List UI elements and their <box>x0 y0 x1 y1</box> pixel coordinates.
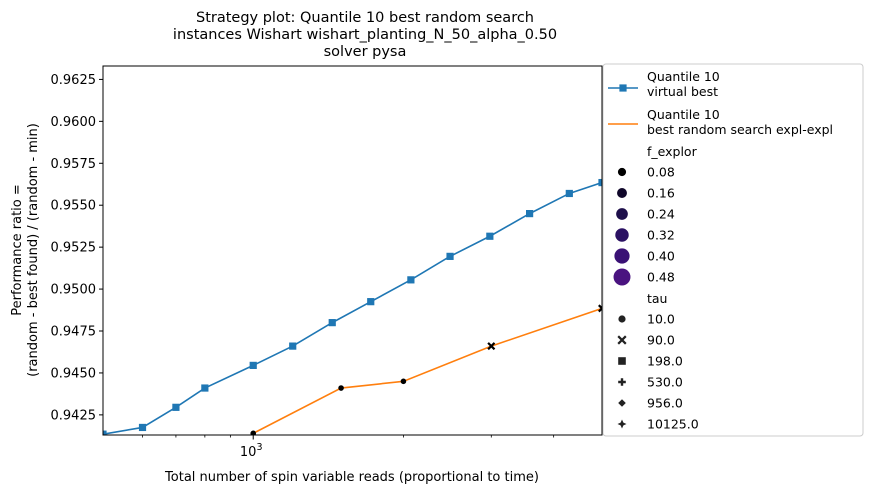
y-tick-label: 0.9475 <box>51 325 97 340</box>
legend-marker-square <box>619 84 627 92</box>
legend-label: 0.40 <box>647 249 675 264</box>
legend-entry-virtual-best: Quantile 10 virtual best <box>608 69 720 99</box>
data-point-square <box>172 403 180 411</box>
legend-entry-tau: 10125.0 <box>617 417 699 432</box>
legend-entry-tau: 956.0 <box>618 396 683 411</box>
scatter-point <box>250 430 257 435</box>
plot-area <box>102 65 603 436</box>
y-tick-label: 0.9525 <box>51 241 97 256</box>
data-point-square <box>598 178 602 187</box>
x-axis-label: Total number of spin variable reads (pro… <box>164 470 539 485</box>
y-axis-label-line: Performance ratio = <box>10 184 25 316</box>
legend-entry-f-explor: 0.08 <box>617 165 675 180</box>
data-point-square <box>103 430 107 435</box>
y-tick-label: 0.9450 <box>51 366 97 381</box>
scatter-point <box>338 385 344 391</box>
plot-frame <box>102 65 603 436</box>
legend-label: 0.24 <box>647 207 675 222</box>
series-line <box>103 181 602 435</box>
x-tick-label: 103 <box>240 442 263 460</box>
legend-label: 956.0 <box>647 396 683 411</box>
legend-label: best random search expl-expl <box>647 122 833 137</box>
legend-label: 90.0 <box>647 333 675 348</box>
chart-title-line: Strategy plot: Quantile 10 best random s… <box>196 10 534 26</box>
y-tick-label: 0.9500 <box>51 283 97 298</box>
scatter-point <box>598 304 602 313</box>
legend-section-title: tau <box>647 291 667 306</box>
data-point-square <box>201 384 209 392</box>
legend-label: 198.0 <box>647 354 683 369</box>
y-tick-label: 0.9575 <box>51 157 97 172</box>
legend-entry-f-explor: 0.16 <box>617 186 675 201</box>
legend-entry-random-search: Quantile 10 best random search expl-expl <box>608 107 833 137</box>
legend-label: 530.0 <box>647 375 683 390</box>
x-axis: 103 <box>142 435 555 460</box>
legend-entry-f-explor: 0.32 <box>615 228 675 243</box>
legend-label: 0.32 <box>647 228 675 243</box>
legend-section-title: f_explor <box>647 144 698 159</box>
scatter-point <box>487 342 496 351</box>
legend-size-circle <box>614 248 630 264</box>
legend-frame <box>602 63 864 437</box>
legend-label: 0.48 <box>647 270 675 285</box>
legend-label: virtual best <box>647 84 718 99</box>
y-tick-label: 0.9600 <box>51 115 97 130</box>
data-point-square <box>526 210 534 218</box>
legend-entry-f-explor: 0.24 <box>616 207 675 222</box>
data-point-square <box>446 252 454 260</box>
legend-entry-tau: 10.0 <box>618 312 675 327</box>
legend-size-circle <box>617 188 627 198</box>
y-tick-label: 0.9425 <box>51 408 97 423</box>
scatter-point <box>400 378 407 385</box>
data-point-square <box>249 361 257 369</box>
series-line <box>252 307 602 435</box>
chart-title-line: instances Wishart wishart_planting_N_50_… <box>173 27 557 43</box>
y-tick-label: 0.9550 <box>51 199 97 214</box>
y-axis-label: Performance ratio = (random - best found)… <box>10 123 41 377</box>
legend-size-circle <box>616 208 628 220</box>
legend-label: 0.08 <box>647 165 675 180</box>
legend-entry-tau: 530.0 <box>618 375 683 390</box>
y-tick-label: 0.9625 <box>51 73 97 88</box>
data-point-square <box>289 342 297 350</box>
data-point-square <box>138 423 147 432</box>
legend-marker-plus <box>618 378 626 386</box>
legend-marker-square <box>618 357 626 365</box>
legend-size-circle <box>613 268 631 286</box>
legend-entry-f-explor: 0.40 <box>614 248 675 264</box>
legend-marker-circle <box>618 315 626 323</box>
legend-label: 0.16 <box>647 186 675 201</box>
chart-title: Strategy plot: Quantile 10 best random s… <box>173 10 557 60</box>
legend-label: 10.0 <box>647 312 675 327</box>
legend-label: Quantile 10 <box>647 107 720 122</box>
data-point-square <box>407 276 415 284</box>
data-point-square <box>328 319 336 327</box>
y-axis: 0.9425 0.9450 0.9475 0.9500 0.9525 0.9550 0.95… <box>51 73 103 423</box>
legend-entry-f-explor: 0.48 <box>613 268 675 286</box>
data-point-square <box>486 232 494 240</box>
legend-label: Quantile 10 <box>647 69 720 84</box>
legend-size-circle <box>615 228 629 242</box>
legend-marker-star <box>617 419 627 429</box>
legend-label: 10125.0 <box>647 417 699 432</box>
chart-title-line: solver pysa <box>324 44 407 60</box>
data-point-square <box>565 189 573 198</box>
legend-size-circle <box>617 167 627 177</box>
legend-marker-x <box>617 335 627 345</box>
y-axis-label-line: (random - best found) / (random - min) <box>26 123 41 377</box>
legend-entry-tau: 198.0 <box>618 354 683 369</box>
legend-marker-diamond <box>618 399 626 407</box>
legend-entry-tau: 90.0 <box>617 333 675 348</box>
data-point-square <box>367 298 375 306</box>
